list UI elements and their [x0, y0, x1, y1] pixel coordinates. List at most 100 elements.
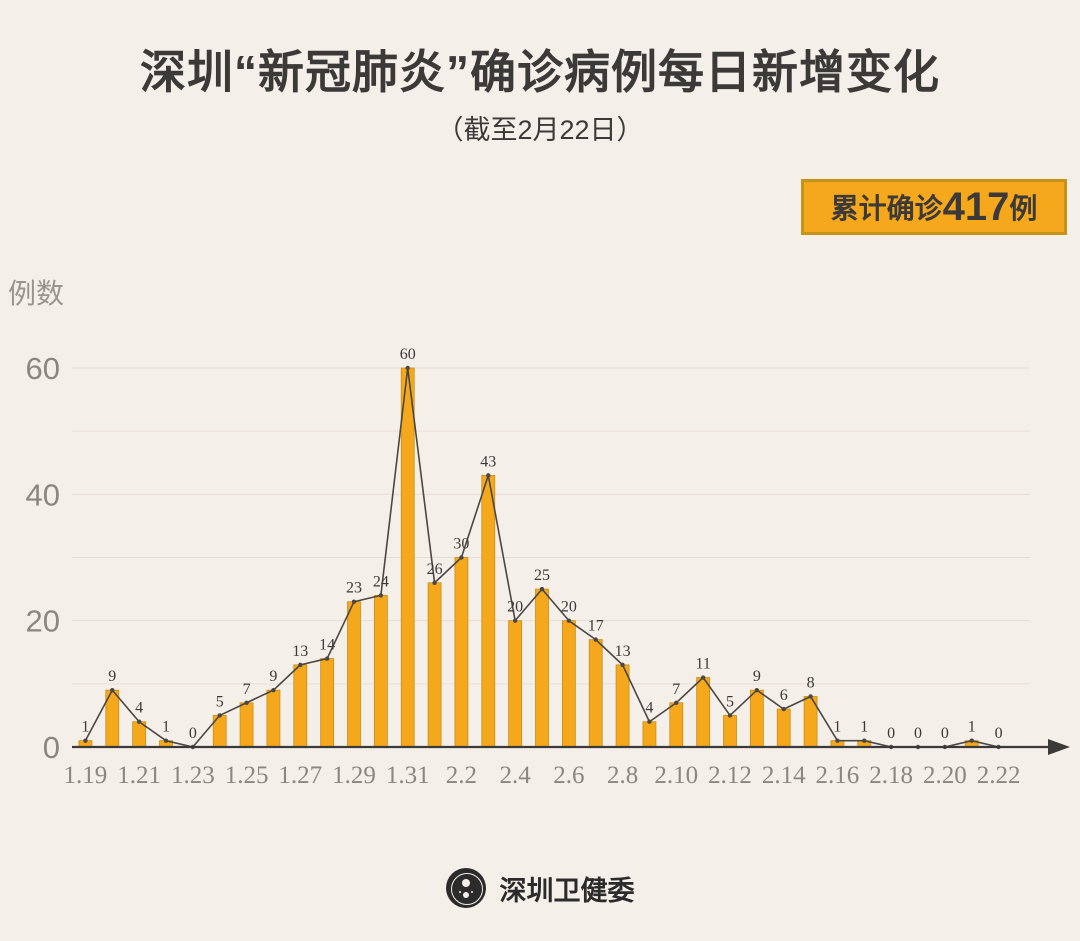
- data-point-marker: [727, 713, 733, 718]
- data-label: 20: [561, 599, 577, 616]
- bar: [481, 474, 496, 748]
- data-label: 1: [162, 719, 170, 736]
- data-label: 60: [400, 346, 416, 363]
- data-point-marker: [136, 719, 142, 724]
- x-axis-tick-label: 2.16: [816, 762, 860, 789]
- data-point-marker: [808, 694, 813, 699]
- data-point-marker: [217, 713, 222, 718]
- bar: [696, 677, 711, 748]
- bar: [212, 715, 227, 748]
- x-axis-tick-label: 2.22: [977, 762, 1021, 789]
- data-label: 1: [833, 719, 841, 736]
- data-point-marker: [754, 687, 760, 693]
- data-point-marker: [271, 687, 276, 693]
- data-label: 13: [615, 643, 631, 660]
- data-label: 0: [941, 725, 949, 742]
- data-label: 1: [81, 719, 89, 736]
- data-point-marker: [915, 744, 921, 750]
- x-axis-tick-label: 2.18: [869, 762, 913, 789]
- bar: [132, 721, 147, 748]
- data-label: 14: [319, 637, 335, 654]
- x-axis-arrow-icon: [1048, 739, 1070, 755]
- data-label: 4: [645, 700, 653, 717]
- bar: [830, 740, 845, 748]
- y-axis-tick-label: 20: [26, 604, 60, 639]
- data-label: 9: [108, 668, 116, 685]
- data-label: 25: [534, 567, 550, 584]
- x-axis-tick-label: 1.21: [117, 762, 161, 789]
- bar: [642, 721, 657, 748]
- data-point-marker: [888, 744, 894, 750]
- data-point-marker: [996, 744, 1001, 750]
- badge-label: 累计确诊417例: [831, 187, 1038, 227]
- data-point-marker: [593, 637, 598, 642]
- data-label: 4: [135, 700, 143, 717]
- data-point-marker: [351, 599, 357, 604]
- bar: [266, 689, 281, 748]
- page-subtitle: （截至2月22日）: [436, 115, 644, 145]
- data-point-marker: [459, 555, 464, 560]
- data-label: 26: [427, 561, 443, 578]
- x-axis-tick-label: 1.19: [64, 762, 108, 789]
- data-point-marker: [432, 580, 437, 585]
- data-point-marker: [862, 738, 867, 743]
- data-label: 0: [887, 725, 895, 742]
- x-axis-tick-label: 2.6: [553, 762, 584, 789]
- data-label: 1: [860, 719, 868, 736]
- bar: [749, 689, 764, 748]
- x-axis-tick-label: 2.2: [446, 762, 477, 789]
- data-point-marker: [647, 719, 652, 724]
- data-point-marker: [190, 744, 196, 750]
- data-label: 24: [373, 573, 389, 590]
- y-axis-tick-label: 0: [43, 730, 60, 765]
- data-point-marker: [110, 687, 115, 693]
- y-axis-title: 例数: [8, 278, 65, 309]
- x-axis-tick-label: 1.25: [225, 762, 269, 789]
- data-point-marker: [674, 700, 679, 705]
- data-point-marker: [969, 738, 974, 743]
- bar: [588, 639, 603, 748]
- bar: [239, 702, 254, 748]
- shenzhen-health-commission-seal-icon: [445, 868, 486, 908]
- badge-prefix: 累计确诊: [830, 193, 943, 224]
- trend-line: [84, 367, 999, 748]
- page-title: 深圳“新冠肺炎”确诊病例每日新增变化: [140, 46, 940, 98]
- data-point-marker: [486, 473, 491, 478]
- x-axis-tick-label: 2.10: [654, 762, 698, 789]
- bar: [561, 620, 576, 748]
- x-axis-tick-label: 2.4: [500, 762, 532, 789]
- bar: [535, 588, 549, 748]
- bar: [427, 582, 442, 748]
- total-confirmed-badge: 累计确诊417例: [801, 179, 1067, 235]
- data-point-marker: [244, 700, 249, 705]
- data-label: 23: [346, 580, 362, 597]
- data-label: 5: [726, 693, 734, 710]
- bar: [723, 715, 737, 748]
- badge-number: 417: [942, 185, 1010, 229]
- bar: [964, 740, 979, 748]
- bar: [400, 367, 415, 748]
- data-point-marker: [378, 593, 384, 598]
- footer-org-name: 深圳卫健委: [499, 875, 635, 906]
- data-label: 9: [753, 668, 761, 685]
- data-label: 13: [292, 643, 308, 660]
- data-point-marker: [539, 586, 545, 592]
- badge-suffix: 例: [1009, 193, 1038, 224]
- data-label: 9: [269, 668, 277, 685]
- data-point-marker: [835, 738, 840, 743]
- bar: [508, 620, 523, 748]
- data-point-marker: [324, 656, 330, 661]
- data-point-marker: [163, 738, 169, 743]
- x-axis-tick-label: 1.31: [386, 762, 430, 789]
- data-label: 5: [216, 693, 224, 710]
- data-label: 11: [695, 656, 710, 673]
- bar: [347, 601, 361, 748]
- bar: [293, 664, 308, 748]
- x-axis-tick-label: 2.8: [607, 762, 638, 789]
- data-label: 30: [453, 536, 469, 553]
- data-point-marker: [512, 618, 518, 623]
- data-label: 0: [995, 725, 1003, 742]
- data-label: 17: [588, 618, 604, 635]
- bar: [320, 658, 335, 748]
